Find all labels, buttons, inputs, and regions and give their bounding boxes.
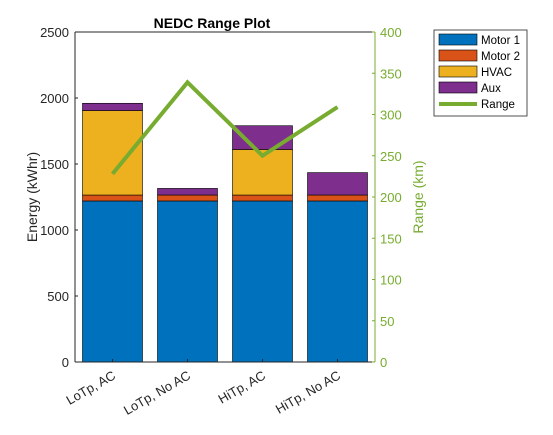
bar-aux (82, 102, 143, 111)
x-tick-label: HiTp, No AC (273, 368, 343, 417)
legend-label: HVAC (481, 67, 512, 79)
bar-motor-1 (307, 200, 368, 363)
bar-motor-2 (157, 194, 218, 202)
left-tick-label: 2500 (40, 25, 69, 40)
right-tick-label: 50 (380, 314, 394, 329)
left-tick-label: 500 (47, 289, 69, 304)
bar-motor-1 (157, 200, 218, 363)
range-line-group (110, 79, 339, 176)
right-tick-label: 0 (380, 355, 387, 370)
bar-motor-2 (307, 194, 368, 202)
x-tick-label: LoTp, AC (64, 368, 118, 408)
right-tick-label: 100 (380, 273, 402, 288)
legend-items: Motor 1 Motor 2 HVAC Aux Range (438, 33, 520, 111)
left-tick-label: 1000 (40, 223, 69, 238)
y-axis-label: Energy (kWhr) (24, 152, 40, 242)
legend: Motor 1 Motor 2 HVAC Aux Range (433, 29, 528, 117)
plot-area (74, 31, 376, 363)
right-tick-label: 150 (380, 231, 402, 246)
legend-label: Range (481, 99, 515, 111)
bar-hvac (82, 110, 143, 196)
bar-aux (157, 188, 218, 196)
legend-swatch (438, 65, 478, 78)
legend-swatch (438, 33, 478, 46)
legend-label: Motor 1 (481, 35, 520, 47)
chart-title: NEDC Range Plot (154, 15, 271, 31)
right-tick-label: 250 (380, 149, 402, 164)
left-tick-label: 2000 (40, 91, 69, 106)
legend-swatch (438, 49, 478, 62)
left-axis-ticks: 0 500 1000 1500 2000 2500 (40, 25, 78, 370)
right-tick-label: 200 (380, 190, 402, 205)
right-axis-ticks: 0 50 100 150 200 250 300 350 400 (372, 25, 402, 370)
bar-motor-1 (232, 200, 293, 363)
y-axis-right-label: Range (km) (410, 160, 426, 233)
legend-swatch (438, 81, 478, 94)
legend-label: Aux (481, 83, 501, 95)
right-tick-label: 350 (380, 66, 402, 81)
x-tick-label: LoTp, No AC (121, 368, 193, 418)
legend-label: Motor 2 (481, 51, 520, 63)
bar-aux (307, 172, 368, 196)
bar-group (82, 102, 368, 363)
x-tick-label: HiTp, AC (215, 368, 268, 407)
x-axis-ticks: LoTp, AC LoTp, No AC HiTp, AC HiTp, No AC (64, 359, 343, 418)
bar-motor-2 (82, 194, 143, 202)
left-tick-label: 1500 (40, 157, 69, 172)
right-tick-label: 300 (380, 108, 402, 123)
range-line (110, 79, 339, 176)
bar-motor-2 (232, 194, 293, 202)
right-tick-label: 400 (380, 25, 402, 40)
left-tick-label: 0 (62, 355, 69, 370)
bar-motor-1 (82, 200, 143, 363)
